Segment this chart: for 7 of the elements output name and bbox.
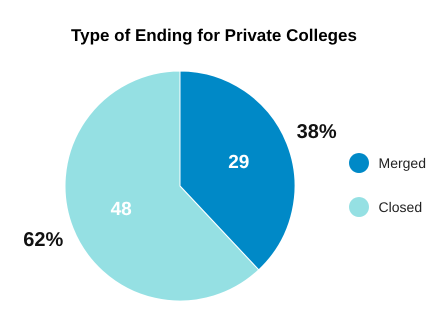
chart-title: Type of Ending for Private Colleges xyxy=(70,25,358,47)
legend-label: Merged xyxy=(378,155,426,171)
text: 48 xyxy=(110,198,132,220)
legend-label: Closed xyxy=(378,199,422,215)
data-label: 62% xyxy=(23,229,64,252)
data-label: 38% xyxy=(296,120,337,143)
text: 29 xyxy=(228,152,250,174)
